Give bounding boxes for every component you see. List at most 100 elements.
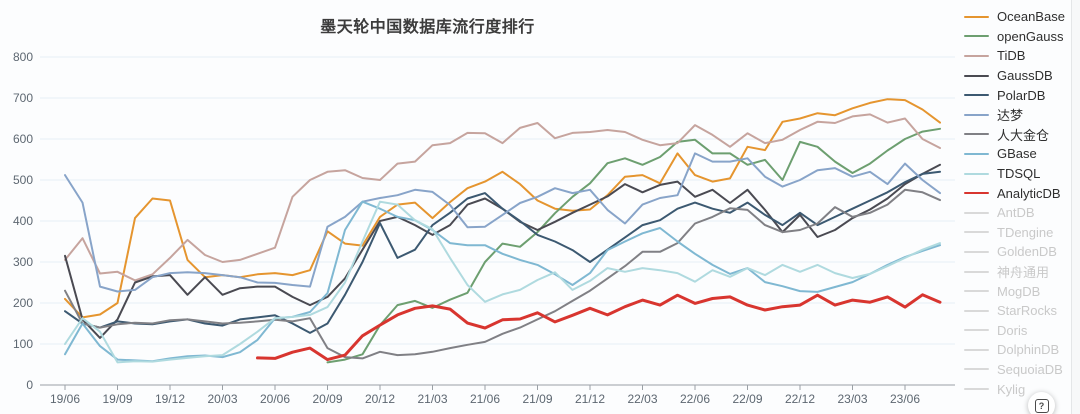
legend-label: SequoiaDB [997, 361, 1063, 377]
y-tick-label-800: 800 [13, 50, 33, 64]
legend-item-GoldenDB[interactable]: GoldenDB [964, 242, 1068, 262]
legend-swatch [964, 133, 989, 136]
legend-label: TiDB [997, 48, 1026, 64]
legend-swatch [964, 368, 989, 371]
legend-label: GaussDB [997, 68, 1053, 84]
x-tick-label-22/12: 22/12 [785, 392, 815, 406]
legend-item-DolphinDB[interactable]: DolphinDB [964, 340, 1068, 360]
legend-item-TiDB[interactable]: TiDB [964, 46, 1068, 66]
legend-label: DolphinDB [997, 342, 1060, 358]
chart-title: 墨天轮中国数据库流行度排行 [320, 19, 535, 36]
legend-label: AntDB [997, 205, 1035, 221]
legend-item-人大金仓[interactable]: 人大金仓 [964, 125, 1068, 145]
legend-swatch [964, 54, 989, 57]
legend-label: OceanBase [997, 9, 1065, 25]
legend-swatch [964, 348, 989, 351]
x-tick-label-21/12: 21/12 [575, 392, 605, 406]
x-tick-label-22/06: 22/06 [680, 392, 710, 406]
legend-item-SequoiaDB[interactable]: SequoiaDB [964, 360, 1068, 380]
series-line-AnalyticDB [256, 293, 942, 362]
y-tick-label-500: 500 [13, 173, 33, 187]
legend-item-OceanBase[interactable]: OceanBase [964, 7, 1068, 27]
legend-swatch [964, 172, 989, 175]
x-tick-label-22/03: 22/03 [627, 392, 657, 406]
series-line-TiDB [64, 113, 941, 282]
legend-item-TDengine[interactable]: TDengine [964, 223, 1068, 243]
y-tick-label-200: 200 [13, 296, 33, 310]
series-line-openGauss [326, 127, 941, 364]
legend-item-达梦[interactable]: 达梦 [964, 105, 1068, 125]
x-tick-label-22/09: 22/09 [732, 392, 762, 406]
series-line-PolarDB [64, 170, 941, 334]
legend-swatch [964, 211, 989, 214]
x-tick-label-19/09: 19/09 [102, 392, 132, 406]
legend-item-MogDB[interactable]: MogDB [964, 281, 1068, 301]
series-line-GaussDB [64, 163, 941, 339]
legend-swatch [964, 74, 989, 77]
y-tick-label-400: 400 [13, 214, 33, 228]
legend-item-AnalyticDB[interactable]: AnalyticDB [964, 183, 1068, 203]
help-icon: ? [1034, 398, 1049, 413]
legend-item-PolarDB[interactable]: PolarDB [964, 85, 1068, 105]
legend-label: TDengine [997, 224, 1054, 240]
legend-label: AnalyticDB [997, 185, 1061, 201]
legend-item-GBase[interactable]: GBase [964, 144, 1068, 164]
legend-swatch [964, 270, 989, 273]
legend-label: GBase [997, 146, 1037, 162]
legend-swatch [964, 152, 989, 155]
legend-item-TDSQL[interactable]: TDSQL [964, 164, 1068, 184]
x-tick-label-23/06: 23/06 [890, 392, 920, 406]
legend-swatch [964, 329, 989, 332]
legend-label: Kylig [997, 381, 1026, 397]
x-tick-label-20/03: 20/03 [207, 392, 237, 406]
legend-swatch [964, 35, 989, 38]
series-line-OceanBase [64, 98, 941, 319]
legend-label: 达梦 [997, 108, 1024, 124]
legend-swatch [964, 113, 989, 116]
series-line-人大金仓 [64, 188, 941, 360]
scrollbar[interactable] [1071, 0, 1080, 414]
y-tick-label-300: 300 [13, 255, 33, 269]
legend-label: 人大金仓 [997, 127, 1050, 143]
y-tick-label-700: 700 [13, 91, 33, 105]
legend-swatch [964, 388, 989, 391]
legend-item-Kylig[interactable]: Kylig [964, 379, 1068, 399]
x-tick-label-23/03: 23/03 [837, 392, 867, 406]
legend-item-神舟通用[interactable]: 神舟通用 [964, 262, 1068, 282]
legend-label: GoldenDB [997, 244, 1057, 260]
x-tick-label-20/12: 20/12 [365, 392, 395, 406]
legend-swatch [964, 15, 989, 18]
x-tick-label-19/06: 19/06 [50, 392, 80, 406]
y-tick-label-100: 100 [13, 337, 33, 351]
legend-label: StarRocks [997, 303, 1057, 319]
legend-item-Doris[interactable]: Doris [964, 321, 1068, 341]
x-tick-label-21/09: 21/09 [522, 392, 552, 406]
help-button[interactable]: ? [1028, 392, 1055, 414]
x-tick-label-21/03: 21/03 [417, 392, 447, 406]
legend-swatch [964, 250, 989, 253]
series-line-TDSQL [64, 200, 941, 364]
y-tick-label-0: 0 [26, 378, 33, 392]
legend-item-AntDB[interactable]: AntDB [964, 203, 1068, 223]
legend-label: PolarDB [997, 87, 1046, 103]
legend-label: TDSQL [997, 166, 1041, 182]
legend-swatch [964, 231, 989, 234]
x-tick-label-21/06: 21/06 [470, 392, 500, 406]
legend-swatch [964, 94, 989, 97]
legend-item-openGauss[interactable]: openGauss [964, 27, 1068, 47]
series-line-达梦 [64, 152, 941, 293]
legend-item-StarRocks[interactable]: StarRocks [964, 301, 1068, 321]
chart-legend: OceanBase openGauss TiDB GaussDB PolarDB 达梦人大… [964, 7, 1068, 399]
legend-label: openGauss [997, 28, 1064, 44]
legend-label: 神舟通用 [997, 265, 1050, 281]
y-tick-label-600: 600 [13, 132, 33, 146]
legend-item-GaussDB[interactable]: GaussDB [964, 66, 1068, 86]
x-tick-label-19/12: 19/12 [155, 392, 185, 406]
legend-label: Doris [997, 322, 1028, 338]
x-tick-label-20/06: 20/06 [260, 392, 290, 406]
legend-swatch [964, 309, 989, 312]
legend-swatch [964, 290, 989, 293]
legend-swatch [964, 192, 989, 195]
